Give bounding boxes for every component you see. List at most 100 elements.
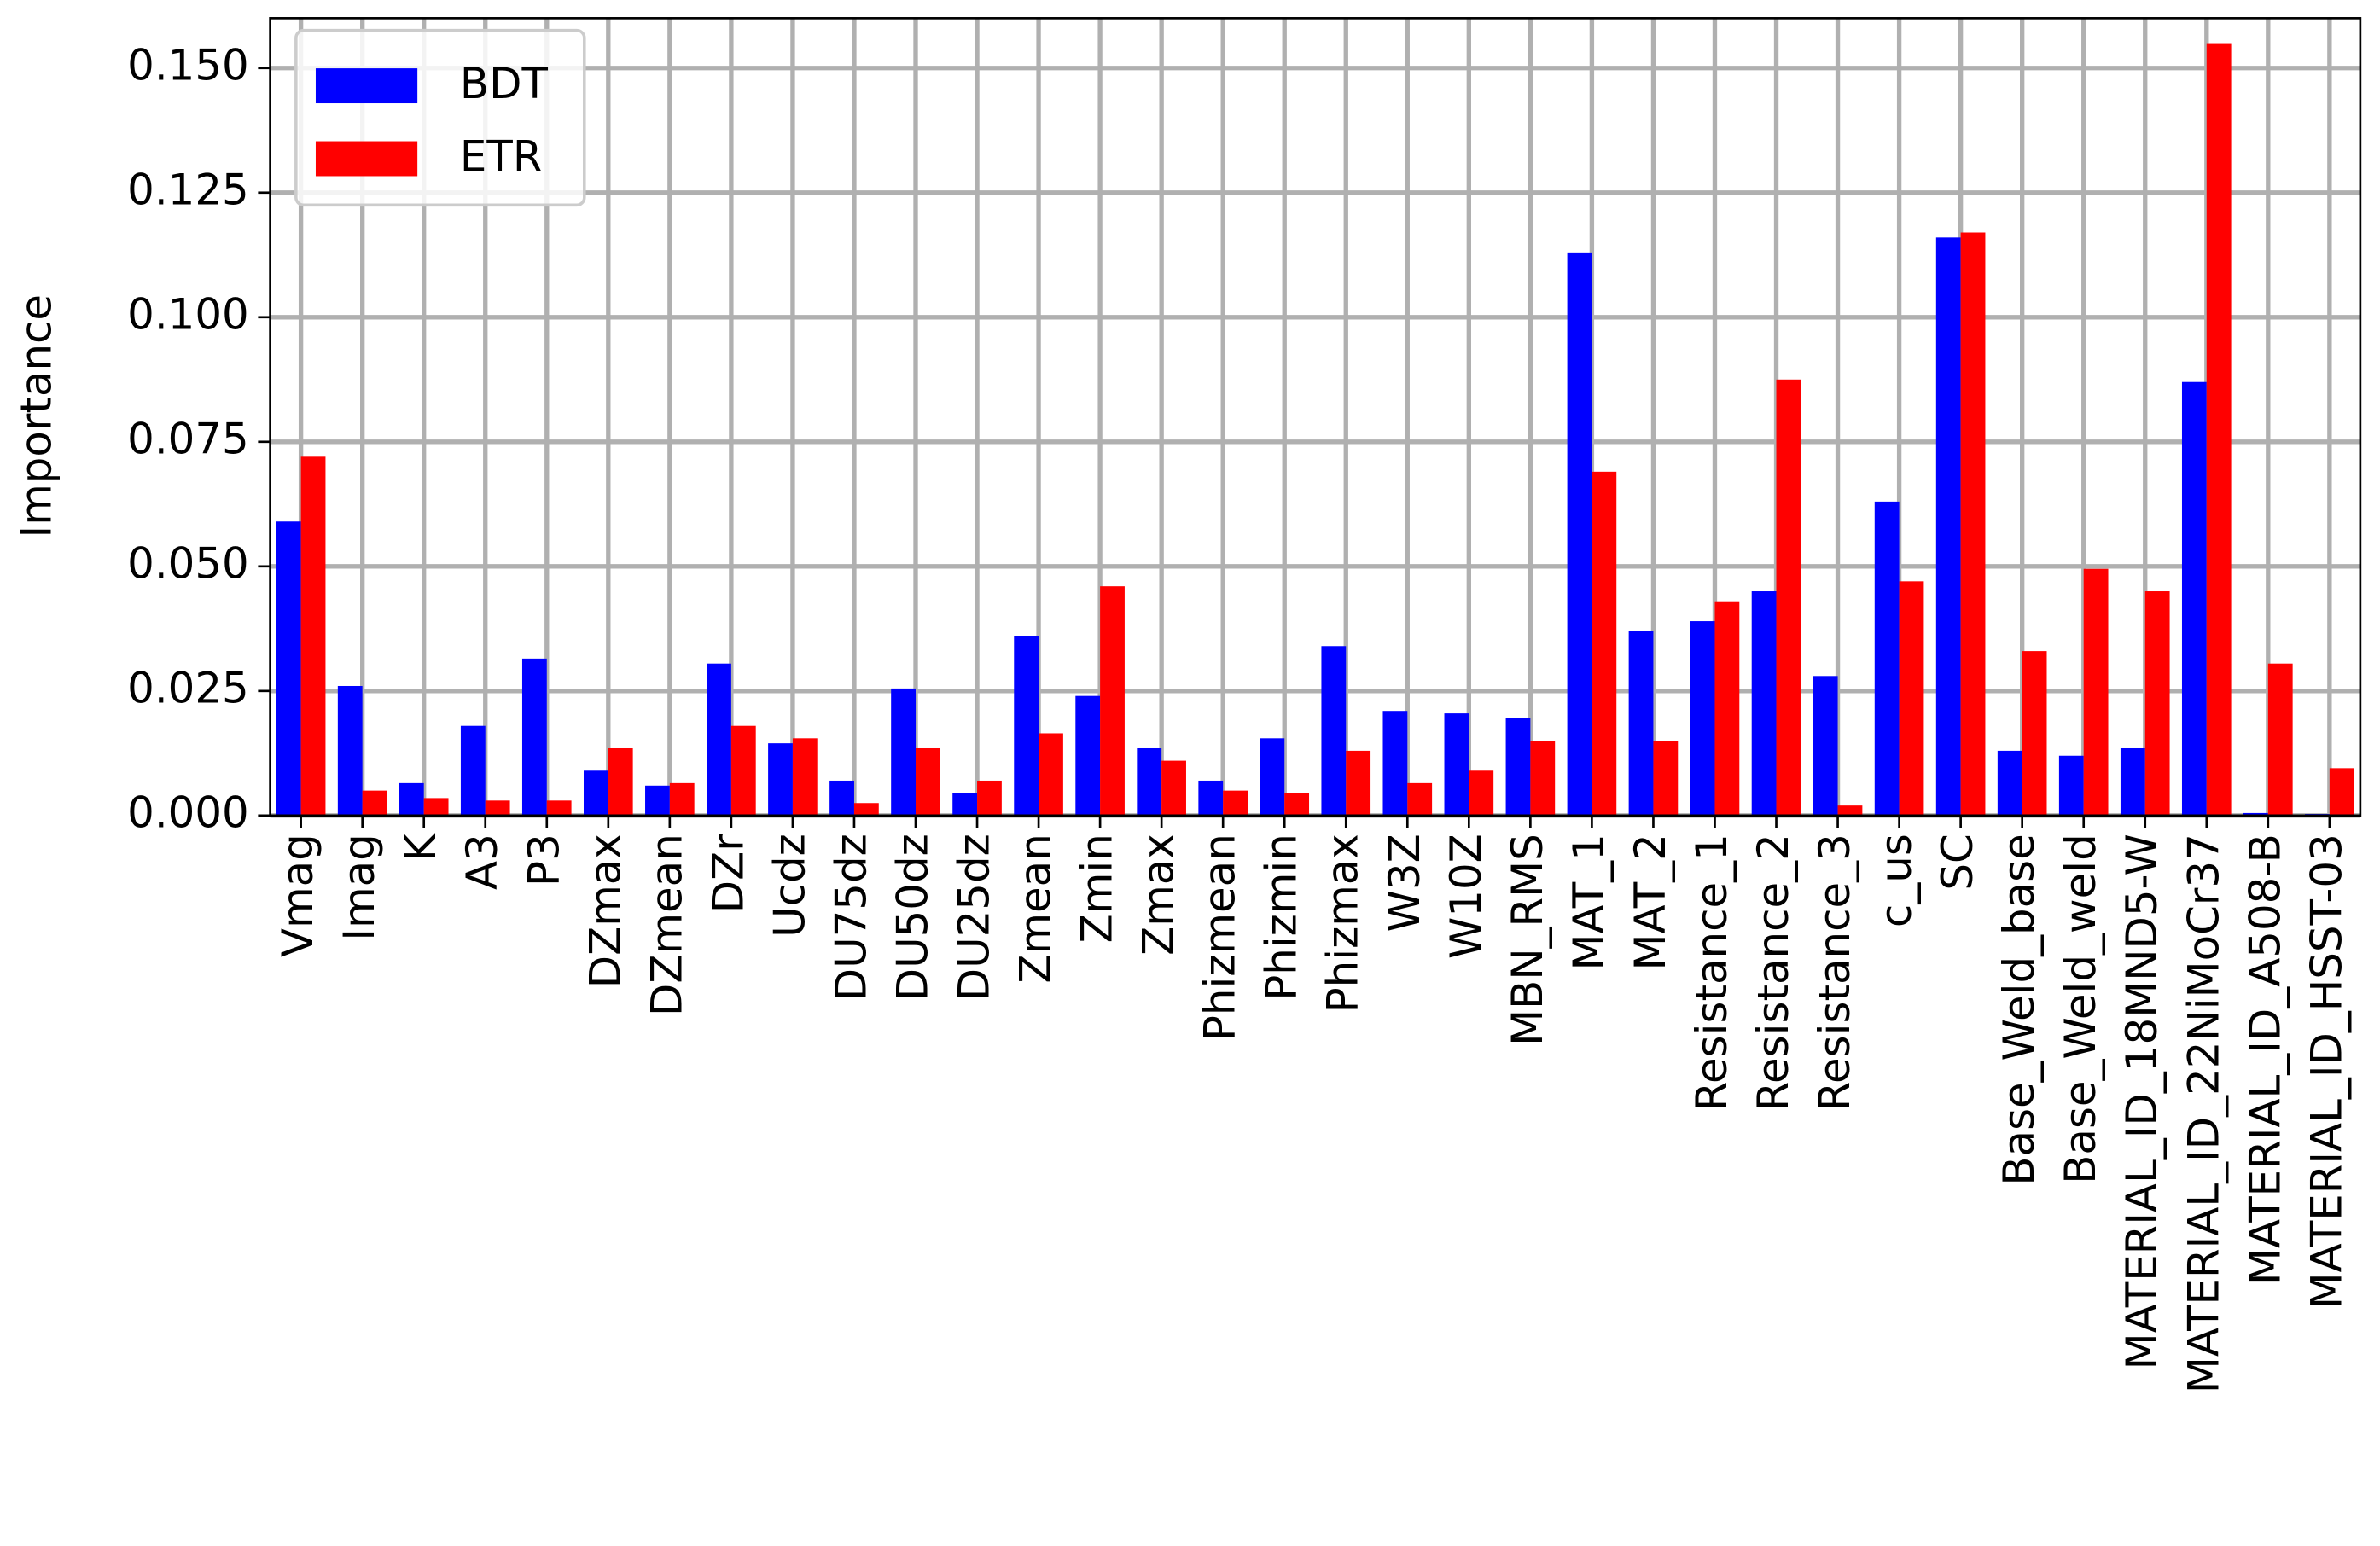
bar [1137,747,1162,816]
x-tick-label: Zmax [1134,834,1184,956]
bar [362,790,387,816]
y-tick-label: 0.025 [127,663,249,712]
x-tick-label: MAT_1 [1564,834,1614,970]
x-tick-label: Resistance_2 [1749,834,1798,1111]
bar [730,725,756,816]
x-tick-label: Zmean [1011,834,1061,983]
bar [2022,651,2047,816]
x-tick-label: DU50dz [888,834,938,1001]
bar [1407,782,1433,816]
y-tick-label: 0.050 [127,538,249,588]
x-tick-label: Phizmax [1318,834,1368,1013]
y-tick-label: 0.150 [127,40,249,90]
legend-label: BDT [460,59,548,108]
bar [1198,780,1224,816]
bar [1567,252,1592,816]
bar [707,663,731,816]
legend-swatch [315,68,418,104]
x-tick-label: Base_Weld_weld [2056,834,2105,1184]
bar [669,782,695,816]
plot-frame [269,17,2362,817]
x-tick-label: P3 [519,834,568,886]
x-tick-label: DU75dz [826,834,876,1001]
bar [2243,812,2268,816]
bar [891,688,917,816]
bar [1346,750,1371,816]
x-tick-label: Resistance_3 [1810,834,1859,1111]
bar [1223,790,1248,816]
bar [485,800,510,816]
bar [1960,232,1986,816]
x-tick-label: MATERIAL_ID_22NiMoCr37 [2179,834,2228,1393]
bar [2329,768,2354,816]
bar [829,780,854,816]
y-tick-label: 0.000 [127,788,249,837]
x-tick-label: Phizmin [1257,834,1306,1001]
bar [460,725,486,816]
bar [2120,747,2145,816]
bar [916,747,940,816]
bar [1837,805,1863,816]
bar [792,738,818,816]
bar [1284,793,1310,816]
bar [1690,621,1715,816]
bar [1321,646,1347,816]
bar [2267,663,2293,816]
bar [1530,741,1556,816]
bar [1039,733,1063,816]
legend-label: ETR [460,131,542,181]
x-tick-label: MAT_2 [1626,834,1675,970]
legend: BDT ETR [294,28,586,207]
x-tick-label: MATERIAL_ID_HSST-03 [2301,834,2351,1309]
x-tick-label: Phizmean [1196,834,1245,1041]
x-tick-label: Zmin [1073,834,1122,943]
bar [768,743,793,816]
bar [1714,601,1740,816]
x-tick-label: MBN_RMS [1503,834,1552,1046]
y-tick-label: 0.125 [127,165,249,214]
bar [853,803,879,816]
y-tick-label: 0.075 [127,414,249,463]
x-tick-label: DZmean [642,834,691,1016]
legend-swatch [315,141,418,177]
x-tick-label: MATERIAL_ID_A508-B [2240,834,2290,1285]
bar [1260,738,1285,816]
bar [399,782,424,816]
x-tick-label: W10Z [1441,834,1491,959]
bar [1935,237,1961,816]
bar [2144,591,2170,816]
x-tick-label: Resistance_1 [1687,834,1737,1111]
x-tick-label: A3 [457,834,507,890]
bar [1592,471,1617,816]
bar [1014,636,1039,816]
x-tick-label: DU25dz [950,834,999,1001]
bar [1899,581,1924,816]
bar [2181,381,2207,816]
bar [546,800,572,816]
bar [521,658,547,816]
x-tick-label: Base_Weld_base [1994,834,2044,1185]
bar [1997,750,2022,816]
bar [1382,711,1408,816]
bar [1469,770,1494,816]
bar [1874,501,1900,816]
bar [1444,713,1469,816]
bar [977,780,1002,816]
bar [1075,695,1101,816]
bar [1751,591,1777,816]
bar [1813,676,1838,816]
x-tick-label: c_us [1871,834,1921,927]
bar [645,785,670,816]
x-tick-label: Ucdz [765,834,814,938]
x-tick-label: Vmag [273,834,323,957]
bar [1505,718,1531,816]
x-tick-label: DZmax [580,834,630,988]
x-tick-label: K [396,833,445,862]
bar [583,770,608,816]
bar [608,747,633,816]
bar [2058,755,2084,816]
x-tick-label: DZr [703,834,753,914]
bar [1776,379,1801,816]
bar [423,798,449,816]
